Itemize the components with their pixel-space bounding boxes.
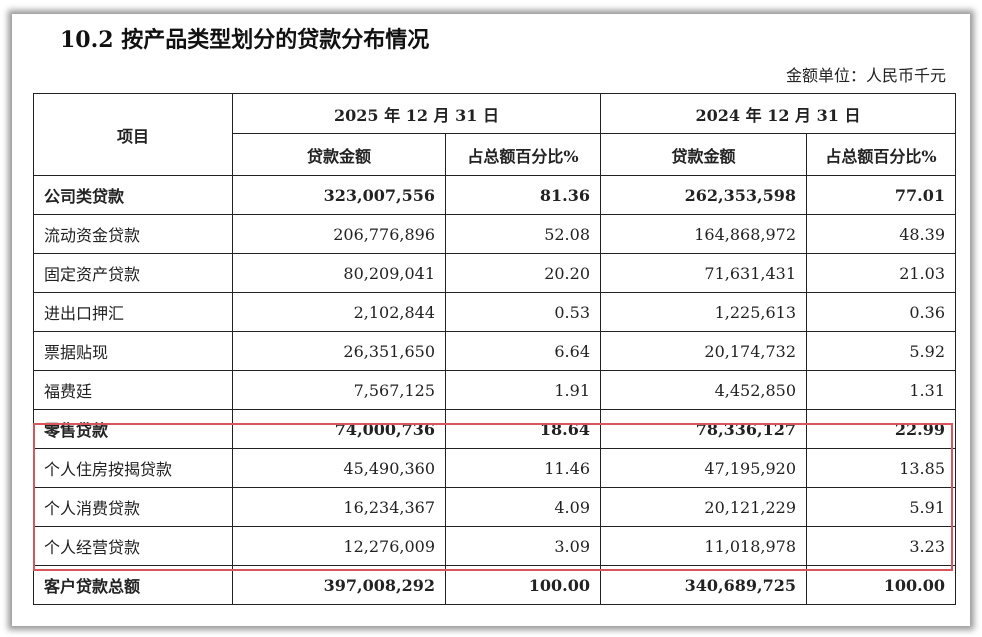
cell-p1: 1.91 [445,370,601,410]
cell-label: 流动资金贷款 [33,214,233,254]
cell-label: 个人住房按揭贷款 [33,448,233,488]
header-pct-2024: 占总额百分比% [806,133,956,176]
cell-a2: 71,631,431 [600,253,807,293]
cell-a2: 20,174,732 [600,331,807,371]
cell-a2: 1,225,613 [600,292,807,332]
cell-p2: 48.39 [806,214,956,254]
table-row: 固定资产贷款 80,209,041 20.20 71,631,431 21.03 [33,253,956,293]
loan-distribution-table: 项目 2025 年 12 月 31 日 2024 年 12 月 31 日 贷款金… [33,93,956,605]
cell-a2: 340,689,725 [600,565,807,605]
cell-a2: 20,121,229 [600,487,807,527]
cell-label: 零售贷款 [33,409,233,449]
cell-p2: 13.85 [806,448,956,488]
cell-p2: 3.23 [806,526,956,566]
cell-label: 公司类贷款 [33,175,233,215]
table-row: 个人住房按揭贷款 45,490,360 11.46 47,195,920 13.85 [33,448,956,488]
cell-a1: 80,209,041 [232,253,446,293]
cell-a1: 323,007,556 [232,175,446,215]
cell-a1: 26,351,650 [232,331,446,371]
cell-label: 客户贷款总额 [33,565,233,605]
header-2025: 2025 年 12 月 31 日 [232,93,601,134]
cell-p2: 22.99 [806,409,956,449]
cell-p1: 11.46 [445,448,601,488]
cell-a2: 164,868,972 [600,214,807,254]
cell-p1: 3.09 [445,526,601,566]
document-page: 10.2 按产品类型划分的贷款分布情况 金额单位：人民币千元 项目 2025 年… [12,14,970,626]
cell-a1: 74,000,736 [232,409,446,449]
table-row: 个人经营贷款 12,276,009 3.09 11,018,978 3.23 [33,526,956,566]
cell-label: 个人经营贷款 [33,526,233,566]
table-row: 流动资金贷款 206,776,896 52.08 164,868,972 48.39 [33,214,956,254]
cell-a1: 12,276,009 [232,526,446,566]
cell-p2: 0.36 [806,292,956,332]
cell-a1: 16,234,367 [232,487,446,527]
cell-a1: 206,776,896 [232,214,446,254]
cell-a2: 4,452,850 [600,370,807,410]
section-title: 10.2 按产品类型划分的贷款分布情况 [60,27,430,53]
cell-p2: 77.01 [806,175,956,215]
cell-label: 福费廷 [33,370,233,410]
table-row: 福费廷 7,567,125 1.91 4,452,850 1.31 [33,370,956,410]
header-2024: 2024 年 12 月 31 日 [600,93,956,134]
cell-p1: 4.09 [445,487,601,527]
cell-p1: 18.64 [445,409,601,449]
cell-p1: 20.20 [445,253,601,293]
cell-p1: 6.64 [445,331,601,371]
header-amount-2024: 贷款金额 [600,133,807,176]
table-row: 个人消费贷款 16,234,367 4.09 20,121,229 5.91 [33,487,956,527]
cell-p1: 0.53 [445,292,601,332]
cell-label: 固定资产贷款 [33,253,233,293]
cell-p2: 21.03 [806,253,956,293]
cell-label: 个人消费贷款 [33,487,233,527]
cell-p2: 5.92 [806,331,956,371]
table-row: 客户贷款总额 397,008,292 100.00 340,689,725 100.00 [33,565,956,605]
cell-a2: 47,195,920 [600,448,807,488]
cell-p1: 100.00 [445,565,601,605]
unit-note: 金额单位：人民币千元 [785,66,946,85]
cell-label: 票据贴现 [33,331,233,371]
cell-a2: 11,018,978 [600,526,807,566]
table-row: 零售贷款 74,000,736 18.64 78,336,127 22.99 [33,409,956,449]
table-row: 公司类贷款 323,007,556 81.36 262,353,598 77.01 [33,175,956,215]
cell-p2: 5.91 [806,487,956,527]
cell-a1: 2,102,844 [232,292,446,332]
header-amount-2025: 贷款金额 [232,133,446,176]
cell-p1: 52.08 [445,214,601,254]
cell-a2: 78,336,127 [600,409,807,449]
header-item: 项目 [33,93,233,176]
cell-a1: 397,008,292 [232,565,446,605]
header-pct-2025: 占总额百分比% [445,133,601,176]
cell-a1: 45,490,360 [232,448,446,488]
table-row: 票据贴现 26,351,650 6.64 20,174,732 5.92 [33,331,956,371]
table-row: 进出口押汇 2,102,844 0.53 1,225,613 0.36 [33,292,956,332]
cell-p2: 1.31 [806,370,956,410]
cell-p2: 100.00 [806,565,956,605]
cell-a2: 262,353,598 [600,175,807,215]
cell-label: 进出口押汇 [33,292,233,332]
cell-p1: 81.36 [445,175,601,215]
cell-a1: 7,567,125 [232,370,446,410]
